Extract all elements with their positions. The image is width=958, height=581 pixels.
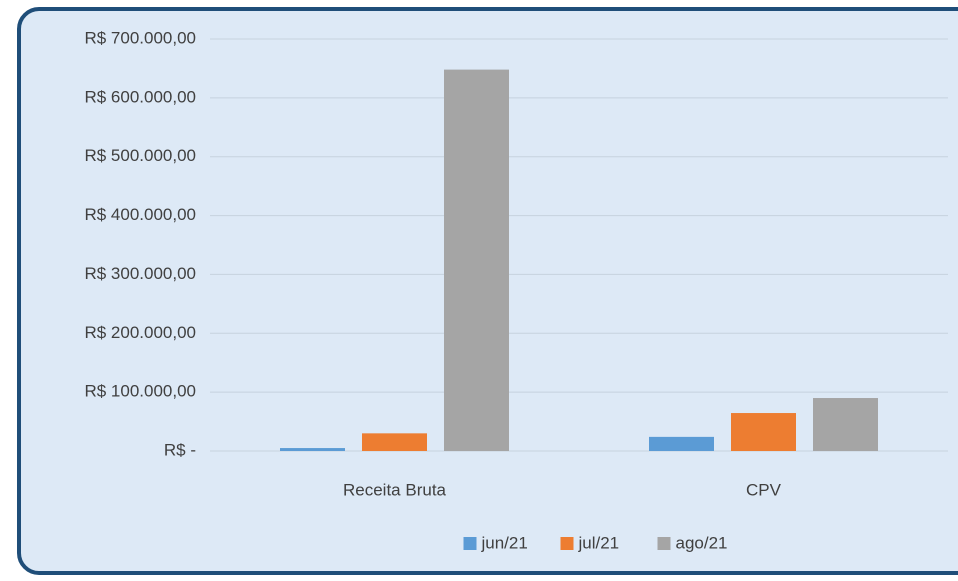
legend-swatch bbox=[463, 537, 477, 550]
y-tick-label: R$ - bbox=[164, 440, 196, 459]
legend-swatch bbox=[560, 537, 574, 550]
y-tick-label: R$ 100.000,00 bbox=[84, 382, 196, 401]
legend-label: ago/21 bbox=[676, 533, 728, 552]
legend-swatch bbox=[657, 537, 671, 550]
bar bbox=[649, 436, 714, 451]
x-tick-label: Receita Bruta bbox=[343, 480, 447, 499]
legend-label: jun/21 bbox=[481, 533, 528, 552]
y-tick-label: R$ 500.000,00 bbox=[84, 146, 196, 165]
bar bbox=[444, 69, 509, 451]
bar bbox=[731, 413, 796, 451]
y-tick-label: R$ 600.000,00 bbox=[84, 87, 196, 106]
x-tick-label: CPV bbox=[746, 480, 782, 499]
y-tick-label: R$ 200.000,00 bbox=[84, 323, 196, 342]
y-tick-label: R$ 700.000,00 bbox=[84, 28, 196, 47]
y-tick-label: R$ 300.000,00 bbox=[84, 264, 196, 283]
bar bbox=[813, 398, 878, 451]
bar bbox=[280, 448, 345, 451]
legend-label: jul/21 bbox=[578, 533, 620, 552]
y-tick-label: R$ 400.000,00 bbox=[84, 205, 196, 224]
bar bbox=[362, 433, 427, 451]
